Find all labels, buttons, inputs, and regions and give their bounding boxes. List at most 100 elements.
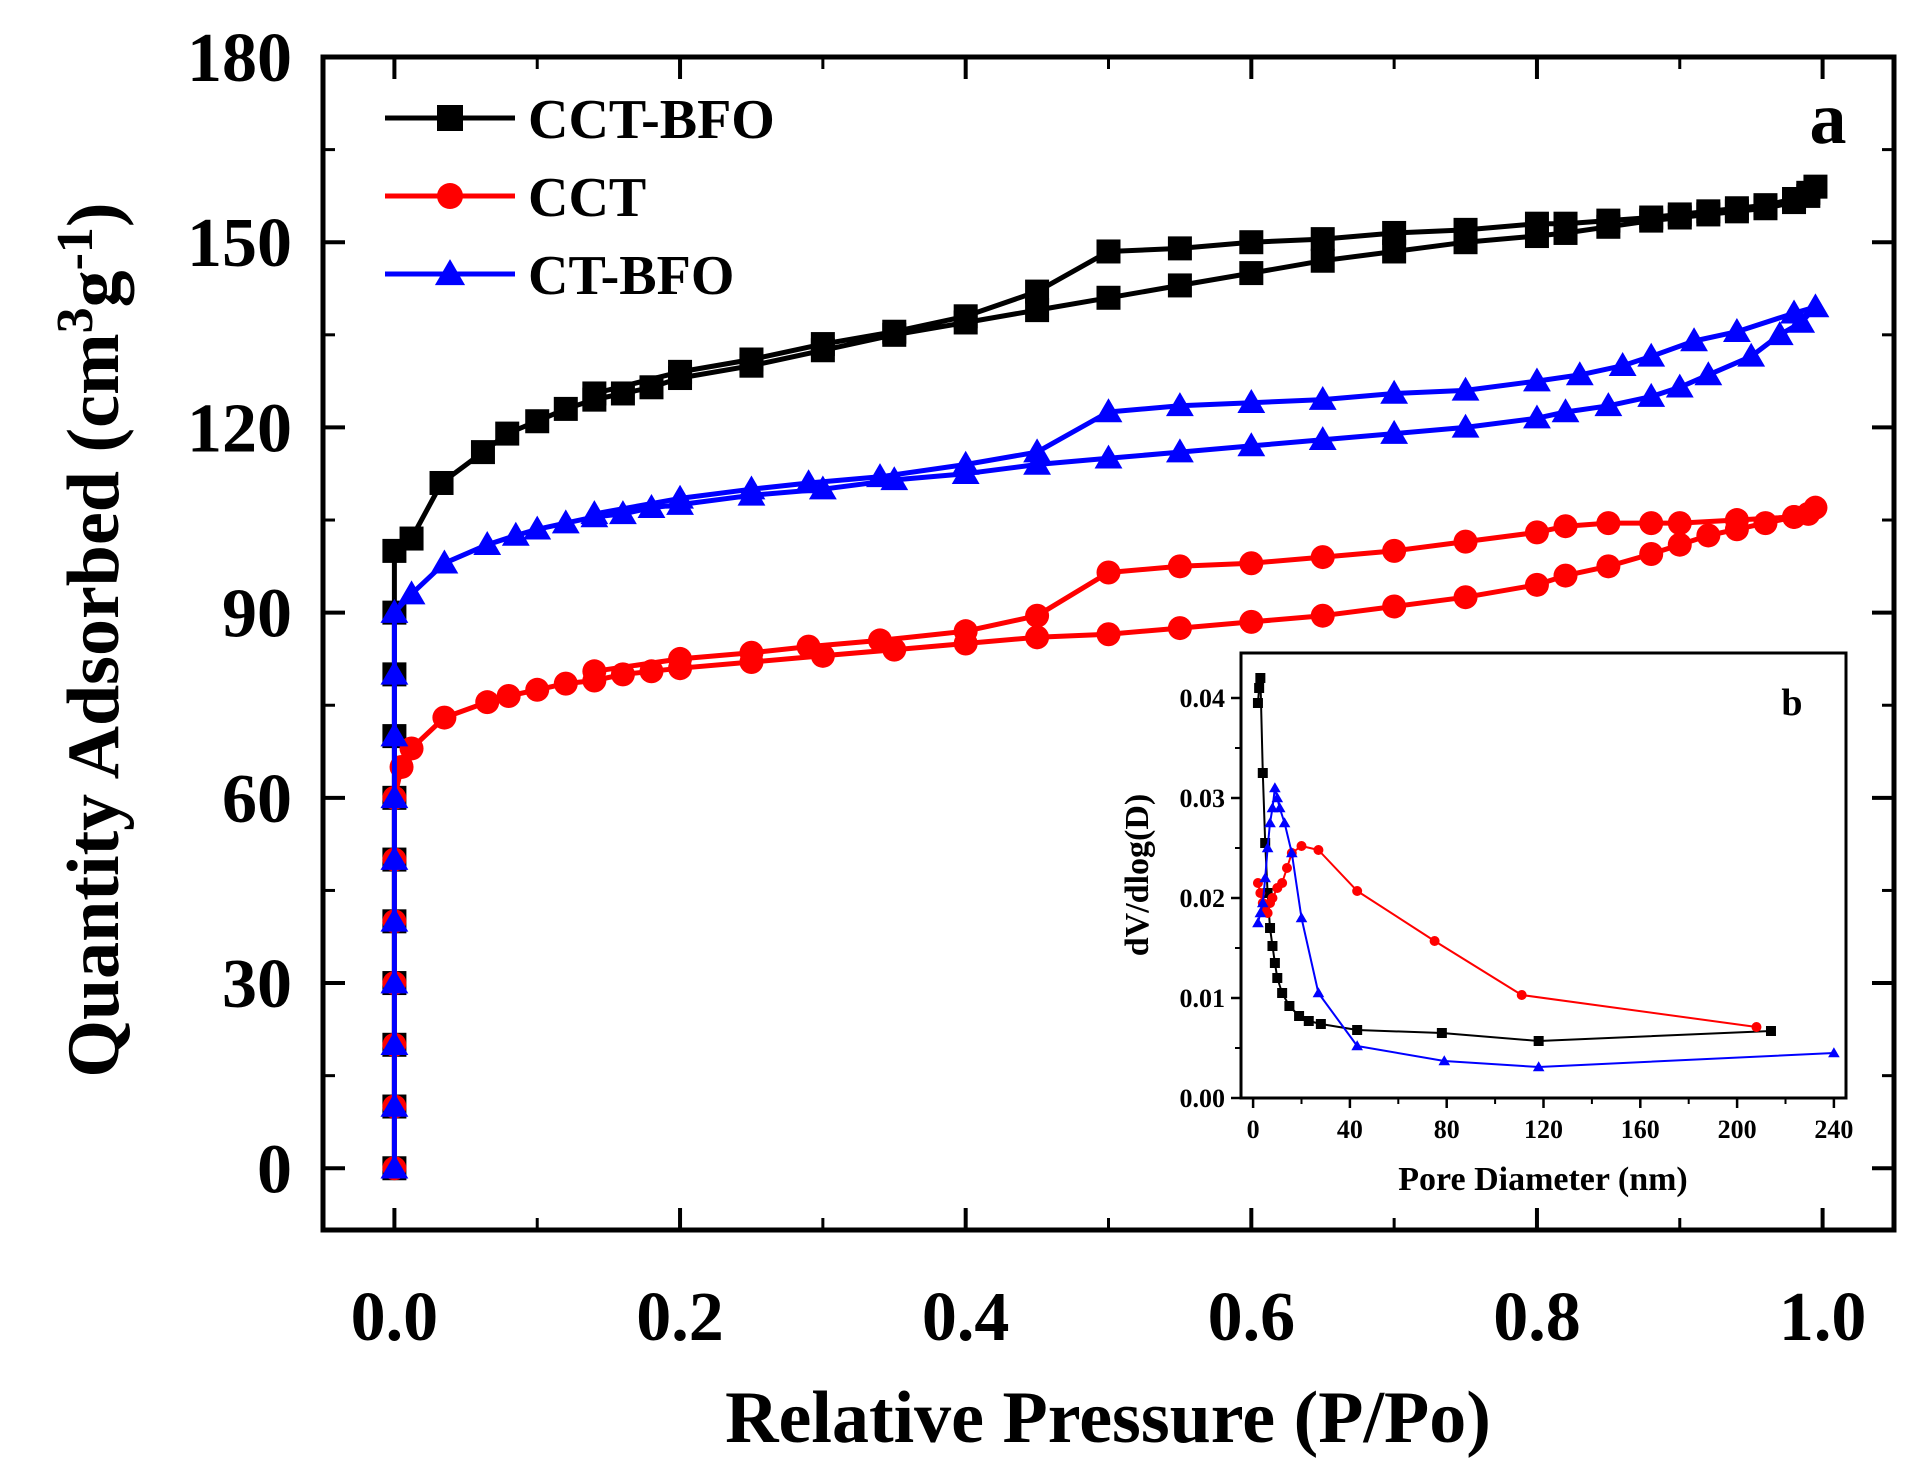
main-point-cct-bfo [1753,193,1778,218]
inset-point-ct-bfo [1438,1055,1451,1066]
main-point-cct [1310,545,1335,570]
main-point-cct-bfo [429,470,454,495]
main-point-ct-bfo [380,1092,409,1117]
main-point-cct-bfo [525,409,550,434]
panel-label-b: b [1781,682,1802,724]
main-point-cct [739,640,764,665]
main-point-ct-bfo [380,907,409,932]
main-point-cct [475,690,500,715]
main-point-ct-bfo [794,469,823,494]
main-point-ct-bfo [1165,392,1194,417]
inset-x-tick-label: 40 [1337,1115,1363,1144]
main-point-cct [1453,585,1478,610]
inset-point-ct-bfo [1266,802,1279,813]
main-point-ct-bfo [580,500,609,525]
main-point-ct-bfo [1665,373,1694,398]
main-point-cct-bfo [1524,211,1549,236]
inset-point-cct-bfo [1260,838,1271,848]
inset-point-cct-bfo [1257,768,1268,778]
main-point-ct-bfo [1165,438,1194,463]
main-point-cct-bfo [1596,208,1621,233]
main-point-ct-bfo [473,531,502,555]
main-point-cct [1382,594,1407,619]
main-point-ct-bfo [637,493,666,518]
main-point-ct-bfo [1451,376,1480,401]
main-point-cct-bfo [1167,273,1192,298]
main-point-ct-bfo [1237,432,1266,457]
main-point-cct-bfo [1382,220,1407,245]
main-point-ct-bfo [523,515,552,540]
main-point-cct-bfo [1096,239,1121,264]
main-point-ct-bfo [380,784,409,809]
main-point-ct-bfo [380,1031,409,1056]
inset-point-ct-bfo [1278,817,1291,828]
inset-point-cct-bfo [1252,698,1263,708]
inset-point-cct-bfo [1436,1028,1447,1038]
main-point-ct-bfo [430,549,459,574]
main-point-ct-bfo [380,722,409,747]
main-point-ct-bfo [866,463,894,488]
inset-point-cct-bfo [1284,1001,1295,1011]
main-point-cct [1167,616,1192,641]
main-point-ct-bfo [1094,444,1123,469]
inset-point-cct [1313,845,1324,855]
main-point-ct-bfo [1023,438,1052,463]
main-point-ct-bfo [1801,293,1830,318]
main-point-cct [796,634,821,659]
inset-point-cct-bfo [1352,1025,1363,1035]
inset-point-cct [1296,841,1307,851]
legend-label-cct-bfo: CCT-BFO [528,89,775,151]
inset-point-cct-bfo [1294,1011,1305,1021]
main-x-tick-label: 0.4 [922,1279,1010,1356]
inset-point-ct-bfo [1351,1040,1363,1051]
main-point-cct [1239,551,1264,576]
main-point-ct-bfo [951,450,980,475]
main-point-ct-bfo [1780,299,1808,324]
main-point-ct-bfo [1680,327,1708,352]
main-point-cct-bfo [1096,285,1121,310]
main-y-tick-label: 60 [222,761,292,838]
main-series-group [380,174,1830,1181]
inset-point-cct [1267,893,1278,903]
inset-point-cct-bfo [1265,923,1276,933]
main-point-ct-bfo [1694,361,1723,386]
panel-label-a: a [1810,78,1847,160]
inset-point-ct-bfo [1286,847,1298,858]
inset-point-ct-bfo [1264,817,1276,828]
main-y-tick-label: 120 [187,390,292,467]
inset-y-tick-label: 0.03 [1180,784,1226,813]
main-point-cct [867,628,892,653]
main-point-cct-bfo [1310,248,1335,273]
inset-y-axis-title: dV/dlog(D) [1119,794,1156,956]
main-point-ct-bfo [1637,382,1666,407]
main-point-cct [1453,529,1478,554]
main-point-ct-bfo [380,1154,409,1179]
main-y-axis-title-sup2: -1 [47,227,104,270]
inset-point-cct-bfo [1765,1026,1776,1036]
main-y-axis-title-base: Quantity Adsorbed (cm [53,333,135,1077]
main-point-cct-bfo [582,381,607,406]
main-x-axis-title: Relative Pressure (P/Po) [725,1377,1491,1459]
main-point-cct-bfo [739,347,764,372]
main-point-cct [1310,603,1335,628]
main-point-ct-bfo [1451,413,1480,438]
main-x-tick-label: 0.8 [1493,1279,1581,1356]
inset-point-cct-bfo [1269,958,1280,968]
inset-point-cct [1352,886,1363,896]
main-point-cct [1096,622,1121,647]
main-point-ct-bfo [1237,389,1266,413]
main-point-ct-bfo [608,500,637,525]
inset-series-group [1252,673,1840,1072]
inset-x-tick-label: 240 [1814,1115,1853,1144]
inset-point-ct-bfo [1295,912,1308,923]
main-point-cct [1239,609,1264,634]
main-point-cct-bfo [1239,261,1264,286]
main-point-cct-bfo [1453,217,1478,242]
inset-point-ct-bfo [1269,782,1281,793]
main-point-ct-bfo [1094,398,1123,423]
inset-y-tick-label: 0.04 [1180,684,1226,713]
main-point-ct-bfo [1608,352,1637,376]
main-point-cct [1382,538,1407,563]
inset-axis-ticks: 0 40 80 120 160 200 240 0.00 0.01 0.02 0.03 0.04 [1180,684,1854,1144]
